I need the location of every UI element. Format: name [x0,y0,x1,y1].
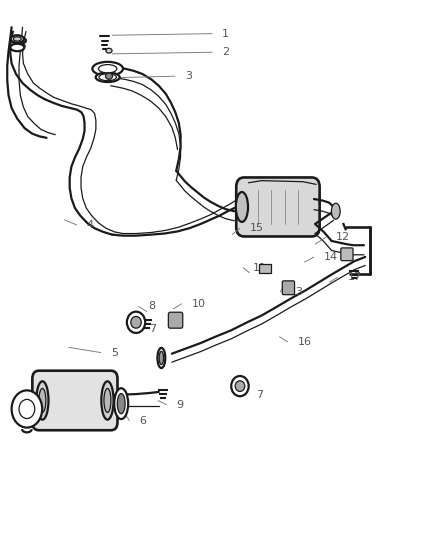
Text: 14: 14 [324,252,338,262]
Text: 3: 3 [185,71,192,81]
Ellipse shape [13,37,21,41]
Ellipse shape [36,381,49,419]
Ellipse shape [11,44,24,51]
Bar [259,264,272,273]
Ellipse shape [106,49,112,53]
Text: 7: 7 [256,390,263,400]
FancyBboxPatch shape [283,281,294,295]
FancyBboxPatch shape [236,177,320,237]
FancyBboxPatch shape [341,248,353,261]
Ellipse shape [99,74,117,80]
Text: 11: 11 [253,263,267,272]
Text: 1: 1 [222,29,229,39]
Ellipse shape [131,317,141,328]
Ellipse shape [104,389,111,413]
Text: 9: 9 [176,400,184,410]
Text: 5: 5 [111,348,118,358]
Ellipse shape [92,62,123,76]
Text: 13: 13 [290,287,304,297]
Ellipse shape [39,389,46,413]
Text: 6: 6 [36,397,43,407]
FancyBboxPatch shape [168,312,183,328]
FancyBboxPatch shape [32,370,117,430]
Ellipse shape [11,35,24,43]
Text: 10: 10 [191,298,205,309]
Text: 16: 16 [297,337,311,347]
Circle shape [12,390,42,427]
Ellipse shape [106,73,113,79]
Circle shape [19,399,35,418]
Ellipse shape [157,348,165,368]
Ellipse shape [117,393,125,414]
Text: 4: 4 [87,220,94,230]
Ellipse shape [99,64,117,73]
Ellipse shape [332,203,340,219]
Text: 7: 7 [149,324,156,334]
Text: 6: 6 [139,416,146,426]
Ellipse shape [101,381,113,419]
Ellipse shape [114,388,128,419]
Text: 2: 2 [222,47,229,57]
Ellipse shape [127,312,145,333]
Text: 17: 17 [347,272,361,282]
Text: 15: 15 [250,223,264,233]
Ellipse shape [235,381,245,391]
Ellipse shape [159,351,163,365]
Ellipse shape [231,376,249,396]
Text: 8: 8 [148,301,155,311]
Ellipse shape [95,72,120,82]
Text: 12: 12 [336,232,350,243]
Ellipse shape [236,192,248,222]
